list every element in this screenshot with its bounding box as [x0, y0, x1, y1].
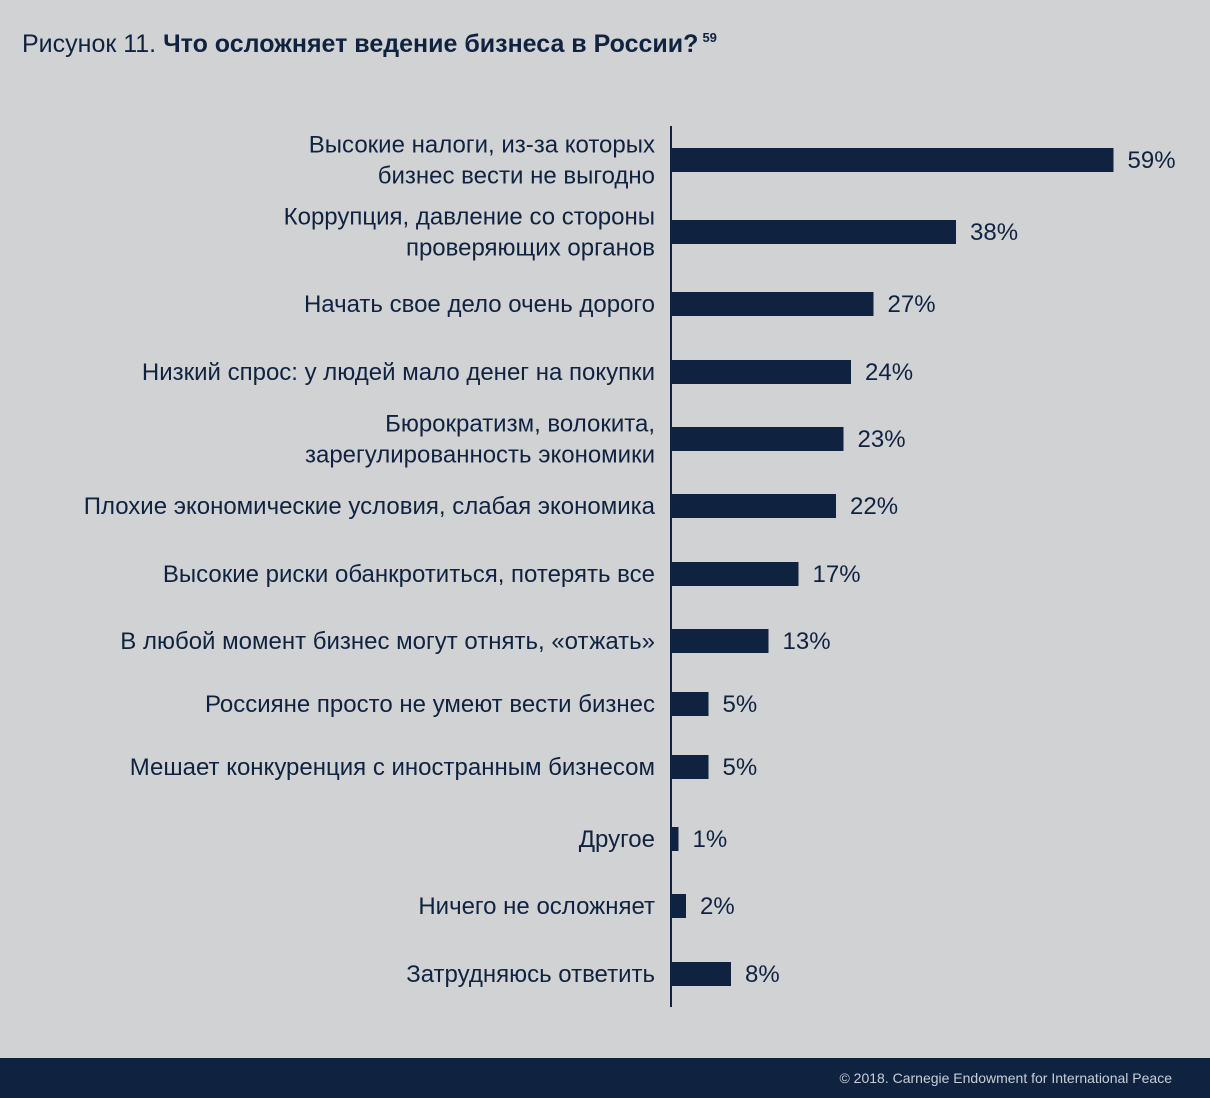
- footnote-marker: 59: [702, 30, 717, 45]
- bar-5: [671, 494, 836, 518]
- category-label-4-line-0: Бюрократизм, волокита,: [385, 411, 655, 438]
- bar-12: [671, 962, 731, 986]
- value-label-1: 38%: [970, 219, 1018, 246]
- category-label-0-line-0: Высокие налоги, из-за которых: [309, 132, 655, 159]
- category-label-5: Плохие экономические условия, слабая эко…: [84, 493, 656, 520]
- chart-title: Рисунок 11. Что осложняет ведение бизнес…: [22, 30, 717, 59]
- bar-4: [671, 427, 844, 451]
- category-label-11: Ничего не осложняет: [418, 893, 655, 920]
- category-label-12: Затрудняюсь ответить: [406, 961, 655, 988]
- category-label-10: Другое: [579, 826, 655, 853]
- value-label-12: 8%: [745, 961, 780, 988]
- bar-6: [671, 562, 799, 586]
- category-label-4-line-1: зарегулированность экономики: [305, 442, 655, 469]
- category-label-2: Начать свое дело очень дорого: [304, 291, 655, 318]
- category-label-7: В любой момент бизнес могут отнять, «отж…: [120, 628, 655, 655]
- category-label-1-line-1: проверяющих органов: [406, 235, 655, 262]
- value-label-11: 2%: [700, 893, 735, 920]
- category-label-3: Низкий спрос: у людей мало денег на поку…: [142, 359, 655, 386]
- figure-label: Рисунок 11.: [22, 30, 157, 58]
- value-label-4: 23%: [858, 426, 906, 453]
- copyright-text: © 2018. Carnegie Endowment for Internati…: [839, 1070, 1172, 1086]
- footer-bar: © 2018. Carnegie Endowment for Internati…: [0, 1058, 1210, 1098]
- value-label-8: 5%: [723, 691, 758, 718]
- value-label-6: 17%: [813, 561, 861, 588]
- value-label-7: 13%: [783, 628, 831, 655]
- bar-11: [671, 894, 686, 918]
- category-label-8: Россияне просто не умеют вести бизнес: [205, 691, 655, 718]
- category-label-1-line-0: Коррупция, давление со стороны: [284, 204, 655, 231]
- bar-7: [671, 629, 769, 653]
- category-label-6: Высокие риски обанкротиться, потерять вс…: [163, 561, 655, 588]
- title-text: Что осложняет ведение бизнеса в России?: [163, 30, 699, 58]
- value-label-2: 27%: [888, 291, 936, 318]
- value-label-5: 22%: [850, 493, 898, 520]
- value-label-0: 59%: [1128, 147, 1176, 174]
- bar-9: [671, 755, 709, 779]
- bar-10: [671, 827, 679, 851]
- bar-0: [671, 148, 1114, 172]
- bar-3: [671, 360, 851, 384]
- value-label-10: 1%: [693, 826, 728, 853]
- bar-chart: 59% Высокие налоги, из-за которых бизнес в…: [84, 126, 1176, 1007]
- bar-1: [671, 220, 956, 244]
- bar-2: [671, 292, 874, 316]
- value-label-9: 5%: [723, 754, 758, 781]
- bar-8: [671, 692, 709, 716]
- value-label-3: 24%: [865, 359, 913, 386]
- category-label-0-line-1: бизнес вести не выгодно: [378, 163, 655, 190]
- category-label-9: Мешает конкуренция с иностранным бизнесо…: [130, 754, 655, 781]
